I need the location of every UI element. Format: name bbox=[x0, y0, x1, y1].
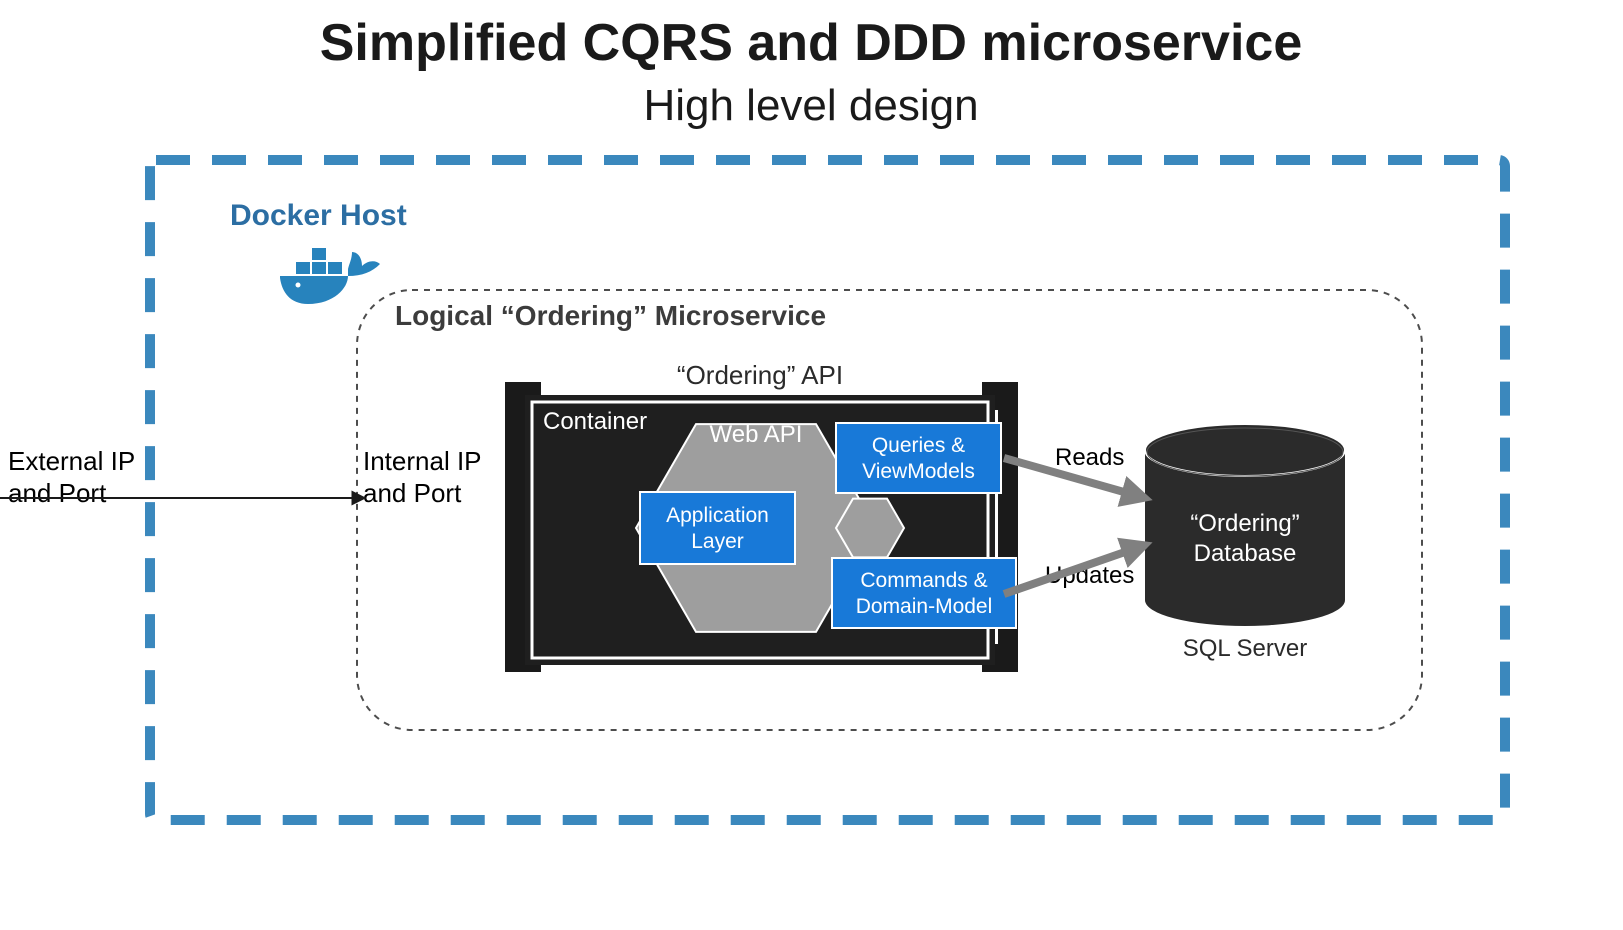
web-api-label: Web API bbox=[710, 421, 803, 448]
internal-ip-label: Internal IP bbox=[363, 446, 482, 476]
diagram-canvas: Simplified CQRS and DDD microservice Hig… bbox=[0, 0, 1623, 930]
commands-domain-box: Commands & Domain-Model bbox=[832, 558, 1016, 628]
database-subtitle: SQL Server bbox=[1183, 635, 1308, 662]
application-layer-box: Application Layer bbox=[640, 492, 795, 564]
container-label: Container bbox=[543, 408, 647, 435]
svg-text:ViewModels: ViewModels bbox=[862, 460, 975, 483]
ordering-api-label: “Ordering” API bbox=[677, 360, 843, 390]
title-sub: High level design bbox=[643, 81, 978, 130]
container-group: Container Web API Application Layer Quer… bbox=[505, 382, 1018, 672]
internal-ip-label-2: and Port bbox=[363, 478, 462, 508]
queries-viewmodels-box: Queries & ViewModels bbox=[836, 423, 1001, 493]
svg-text:Domain-Model: Domain-Model bbox=[856, 595, 993, 618]
svg-text:Database: Database bbox=[1194, 540, 1297, 567]
external-ip-label-2: and Port bbox=[8, 478, 107, 508]
svg-text:“Ordering”: “Ordering” bbox=[1190, 510, 1299, 537]
microservice-label: Logical “Ordering” Microservice bbox=[395, 300, 826, 331]
title-main: Simplified CQRS and DDD microservice bbox=[320, 14, 1303, 72]
external-ip-label: External IP bbox=[8, 446, 135, 476]
svg-text:Layer: Layer bbox=[691, 530, 744, 553]
database-cylinder: “Ordering” Database bbox=[1145, 424, 1345, 626]
docker-host-label: Docker Host bbox=[230, 199, 407, 232]
docker-whale-icon bbox=[280, 248, 380, 304]
reads-label: Reads bbox=[1055, 444, 1124, 471]
svg-text:Commands &: Commands & bbox=[860, 569, 987, 592]
svg-text:Queries &: Queries & bbox=[872, 434, 965, 457]
svg-text:Application: Application bbox=[666, 504, 769, 527]
